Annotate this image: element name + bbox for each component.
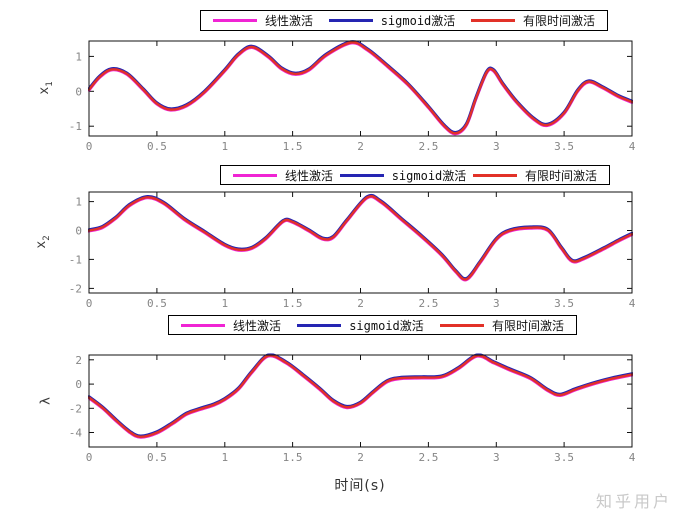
legend-line-swatch-sigmoid xyxy=(339,173,384,177)
legend-label: 有限时间激活 xyxy=(491,318,564,333)
legend-item-finite-time: 有限时间激活 xyxy=(472,167,597,184)
curve-finite-time xyxy=(88,194,633,281)
legend-item-sigmoid: sigmoid激活 xyxy=(328,12,456,29)
legend-plot2: 线性激活 sigmoid激活 有限时间激活 xyxy=(220,165,610,185)
legend-line-swatch-sigmoid xyxy=(328,19,373,22)
curve-sigmoid xyxy=(88,40,633,135)
x-tick-label: 4 xyxy=(629,451,636,464)
legend-label: 有限时间激活 xyxy=(522,14,595,28)
x-tick-label: 0 xyxy=(86,297,93,310)
watermark: 知乎用户 xyxy=(596,492,673,511)
x-axis-label: 时间(s) xyxy=(334,478,386,494)
legend-line-swatch-linear xyxy=(233,173,277,177)
x-tick-label: 1.5 xyxy=(283,297,303,310)
x-tick-label: 2 xyxy=(357,297,364,310)
legend-line-swatch-finite-time xyxy=(470,19,515,22)
y-axis-label-x2: x2 xyxy=(34,235,52,249)
legend-label: sigmoid激活 xyxy=(349,318,424,333)
y-tick-label: 1 xyxy=(75,50,82,63)
x-tick-label: 0.5 xyxy=(147,140,167,153)
x-tick-label: 2.5 xyxy=(418,297,438,310)
y-tick-label: 0 xyxy=(75,225,82,238)
axes-box xyxy=(88,40,633,137)
y-tick-label: 0 xyxy=(75,85,82,98)
x-tick-label: 3 xyxy=(493,297,500,310)
axes-box xyxy=(88,354,633,448)
x-tick-label: 3.5 xyxy=(554,140,574,153)
legend-label: 线性激活 xyxy=(285,168,334,183)
y-tick-label: -4 xyxy=(69,427,83,440)
x-tick-label: 4 xyxy=(629,297,636,310)
y-axis-label-lambda: λ xyxy=(38,397,54,405)
legend-item-sigmoid: sigmoid激活 xyxy=(297,317,424,334)
x-tick-label: 2 xyxy=(357,451,364,464)
y-tick-label: -2 xyxy=(69,282,82,295)
curve-finite-time xyxy=(88,354,633,439)
legend-item-linear: 线性激活 xyxy=(213,12,313,29)
y-tick-label: 2 xyxy=(75,354,82,367)
x-tick-label: 4 xyxy=(629,140,636,153)
x-tick-label: 0 xyxy=(86,451,93,464)
y-axis-label-x1: x1 xyxy=(37,81,55,95)
legend-label: 有限时间激活 xyxy=(524,168,597,183)
x-tick-label: 1 xyxy=(221,297,228,310)
legend-line-swatch-sigmoid xyxy=(297,323,342,327)
legend-label: 线性激活 xyxy=(265,14,314,28)
legend-item-sigmoid: sigmoid激活 xyxy=(339,167,467,184)
legend-item-finite-time: 有限时间激活 xyxy=(439,317,564,334)
x-tick-label: 2 xyxy=(357,140,364,153)
legend-item-finite-time: 有限时间激活 xyxy=(470,12,595,29)
x-tick-label: 0.5 xyxy=(147,297,167,310)
x-tick-label: 0 xyxy=(86,140,93,153)
y-tick-label: 0 xyxy=(75,378,82,391)
legend-label: 线性激活 xyxy=(233,318,282,333)
legend-label: sigmoid激活 xyxy=(391,168,467,183)
legend-line-swatch-finite-time xyxy=(439,323,484,327)
axes-box xyxy=(88,191,633,294)
curve-finite-time xyxy=(88,41,633,135)
x-tick-label: 1 xyxy=(221,140,228,153)
legend-line-swatch-linear xyxy=(181,323,225,327)
x-tick-label: 0.5 xyxy=(147,451,167,464)
legend-plot3: 线性激活 sigmoid激活 有限时间激活 xyxy=(168,315,577,335)
legend-item-linear: 线性激活 xyxy=(233,167,333,184)
x-tick-label: 2.5 xyxy=(418,140,438,153)
legend-line-swatch-finite-time xyxy=(472,173,517,177)
x-tick-label: 3 xyxy=(493,451,500,464)
x-tick-label: 2.5 xyxy=(418,451,438,464)
legend-plot1: 线性激活 sigmoid激活 有限时间激活 xyxy=(200,10,608,31)
x-tick-label: 3.5 xyxy=(554,297,574,310)
legend-label: sigmoid激活 xyxy=(380,14,456,28)
legend-line-swatch-linear xyxy=(213,19,257,22)
legend-item-linear: 线性激活 xyxy=(181,317,281,334)
y-tick-label: -1 xyxy=(69,253,82,266)
x-tick-label: 3 xyxy=(493,140,500,153)
y-tick-label: -1 xyxy=(69,120,82,133)
x-tick-label: 3.5 xyxy=(554,451,574,464)
x-tick-label: 1.5 xyxy=(283,451,303,464)
x-tick-label: 1.5 xyxy=(283,140,303,153)
y-tick-label: -2 xyxy=(69,402,82,415)
y-tick-label: 1 xyxy=(75,196,82,209)
curve-linear xyxy=(88,41,633,136)
x-tick-label: 1 xyxy=(221,451,228,464)
